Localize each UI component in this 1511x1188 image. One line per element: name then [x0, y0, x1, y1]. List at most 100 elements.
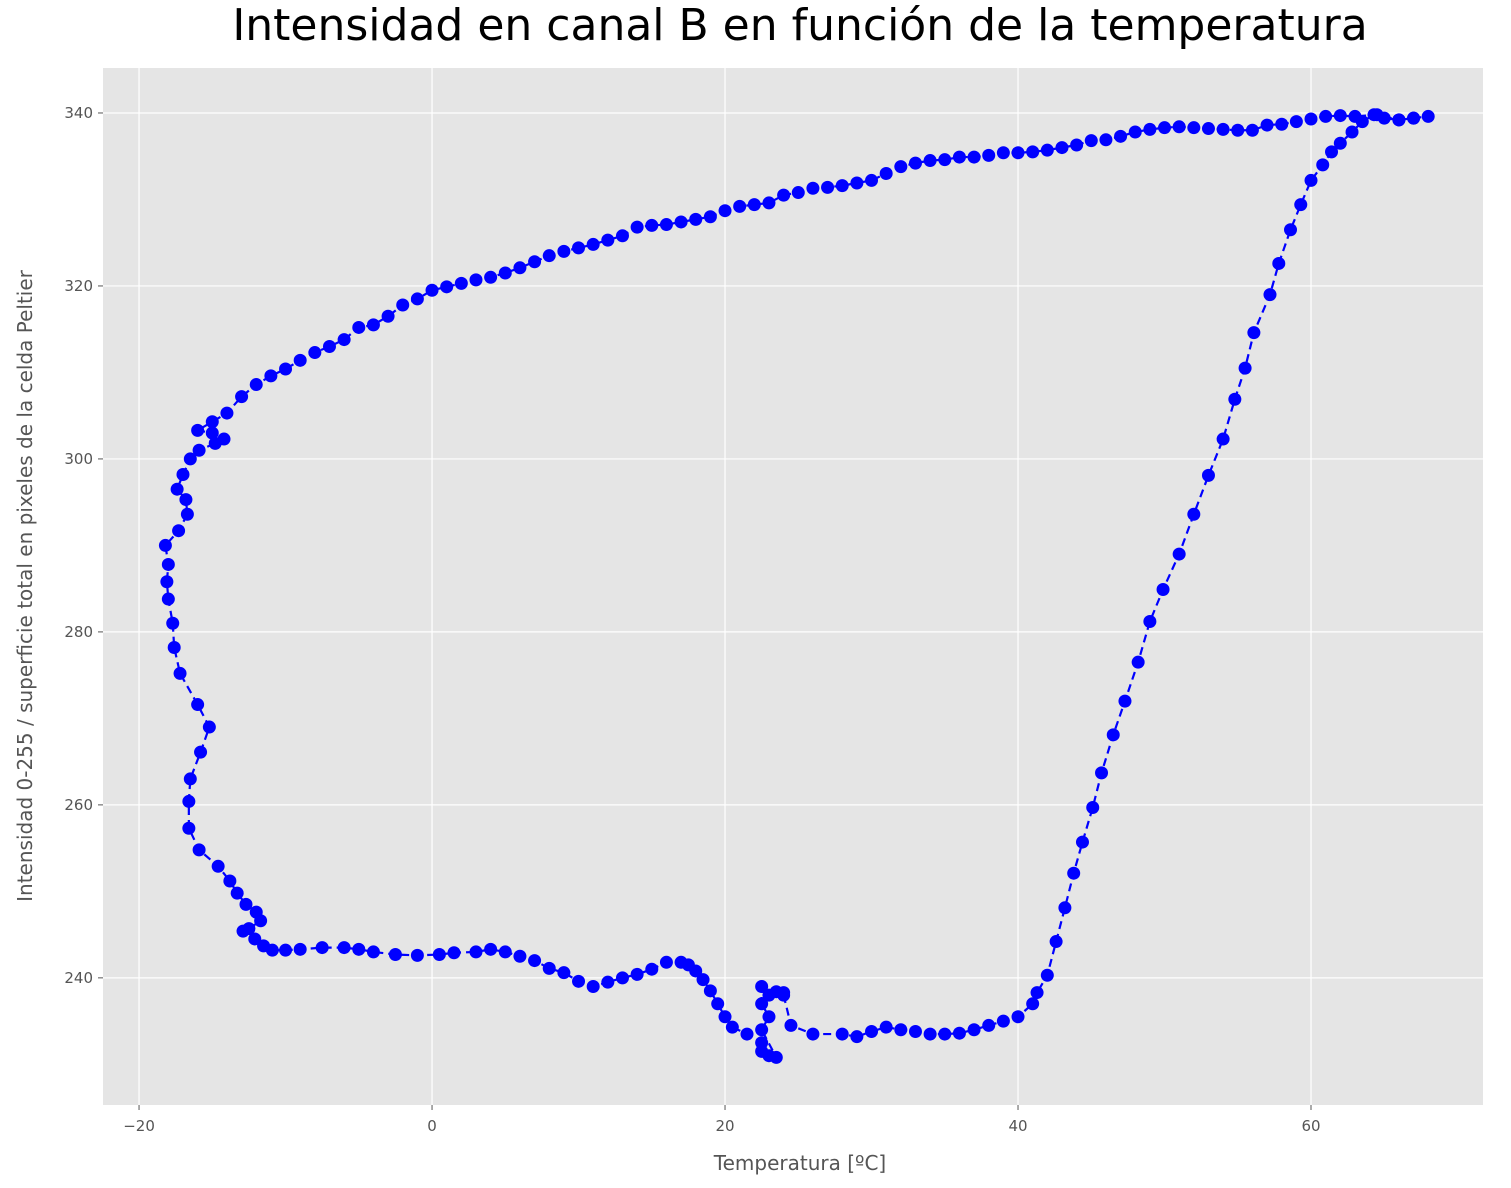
data-point — [821, 180, 835, 194]
data-point — [835, 179, 849, 193]
data-point — [1095, 766, 1109, 780]
data-point — [938, 153, 952, 167]
data-point — [1143, 122, 1157, 136]
data-point — [1325, 145, 1339, 159]
data-point — [1067, 866, 1081, 880]
data-point — [703, 984, 717, 998]
data-point — [1086, 800, 1100, 814]
data-point — [923, 154, 937, 168]
data-point — [484, 270, 498, 284]
data-point — [938, 1027, 952, 1041]
data-point — [220, 406, 234, 420]
y-tick-label: 320 — [64, 277, 93, 295]
data-point — [1263, 288, 1277, 302]
data-point — [208, 436, 222, 450]
data-point — [308, 346, 322, 360]
data-point — [1049, 935, 1063, 949]
data-point — [645, 218, 659, 232]
data-point — [1289, 115, 1303, 129]
data-point — [352, 942, 366, 956]
data-point — [205, 426, 219, 440]
data-point — [1201, 468, 1215, 482]
y-tick-label: 260 — [64, 796, 93, 814]
data-point — [192, 843, 206, 857]
data-point — [952, 150, 966, 164]
data-point — [173, 666, 187, 680]
data-point — [586, 237, 600, 251]
data-point — [160, 575, 174, 589]
data-point — [1216, 432, 1230, 446]
data-point — [410, 948, 424, 962]
data-point — [366, 318, 380, 332]
data-point — [755, 997, 769, 1011]
data-point — [696, 973, 710, 987]
data-point — [1026, 145, 1040, 159]
data-point — [454, 276, 468, 290]
data-point — [1106, 728, 1120, 742]
data-point — [601, 233, 615, 247]
data-point — [396, 298, 410, 312]
data-point — [211, 859, 225, 873]
data-point — [806, 181, 820, 195]
data-point — [762, 1010, 776, 1024]
data-point — [1247, 326, 1261, 340]
data-point — [674, 215, 688, 229]
data-point — [1187, 507, 1201, 521]
x-axis-label: Temperatura [ºC] — [713, 1151, 886, 1175]
data-point — [223, 874, 237, 888]
data-point — [432, 948, 446, 962]
data-point — [769, 1050, 783, 1064]
data-point — [615, 971, 629, 985]
data-point — [315, 941, 329, 955]
data-point — [1075, 835, 1089, 849]
data-point — [254, 914, 268, 928]
data-point — [879, 167, 893, 181]
data-point — [659, 218, 673, 232]
data-point — [447, 946, 461, 960]
data-point — [1099, 133, 1113, 147]
data-point — [850, 176, 864, 190]
data-point — [388, 948, 402, 962]
data-point — [1040, 143, 1054, 157]
data-point — [293, 942, 307, 956]
data-point — [689, 964, 703, 978]
data-point — [1011, 1010, 1025, 1024]
data-point — [352, 320, 366, 334]
data-point — [1407, 111, 1421, 125]
data-point — [1370, 108, 1384, 122]
x-tick-label: 40 — [1008, 1117, 1027, 1135]
data-point — [1172, 547, 1186, 561]
data-point — [615, 229, 629, 243]
data-point — [337, 333, 351, 347]
data-point — [740, 1027, 754, 1041]
data-point — [982, 1018, 996, 1032]
data-point — [645, 962, 659, 976]
data-point — [542, 249, 556, 263]
data-point — [1316, 158, 1330, 172]
data-point — [425, 283, 439, 297]
data-point — [236, 924, 250, 938]
data-point — [180, 507, 194, 521]
data-point — [381, 309, 395, 323]
data-point — [755, 980, 769, 994]
data-point — [542, 961, 556, 975]
data-point — [1055, 141, 1069, 155]
data-point — [191, 698, 205, 712]
y-tick-label: 340 — [64, 104, 93, 122]
data-point — [879, 1020, 893, 1034]
data-point — [967, 1023, 981, 1037]
data-point — [498, 266, 512, 280]
data-point — [1392, 113, 1406, 127]
data-point — [1319, 109, 1333, 123]
data-point — [791, 186, 805, 200]
data-point — [1245, 123, 1259, 137]
data-point — [484, 942, 498, 956]
data-point — [835, 1027, 849, 1041]
data-point — [182, 794, 196, 808]
data-point — [1228, 392, 1242, 406]
data-point — [440, 280, 454, 294]
data-point — [982, 148, 996, 162]
data-point — [161, 557, 175, 571]
data-point — [183, 772, 197, 786]
data-point — [230, 886, 244, 900]
